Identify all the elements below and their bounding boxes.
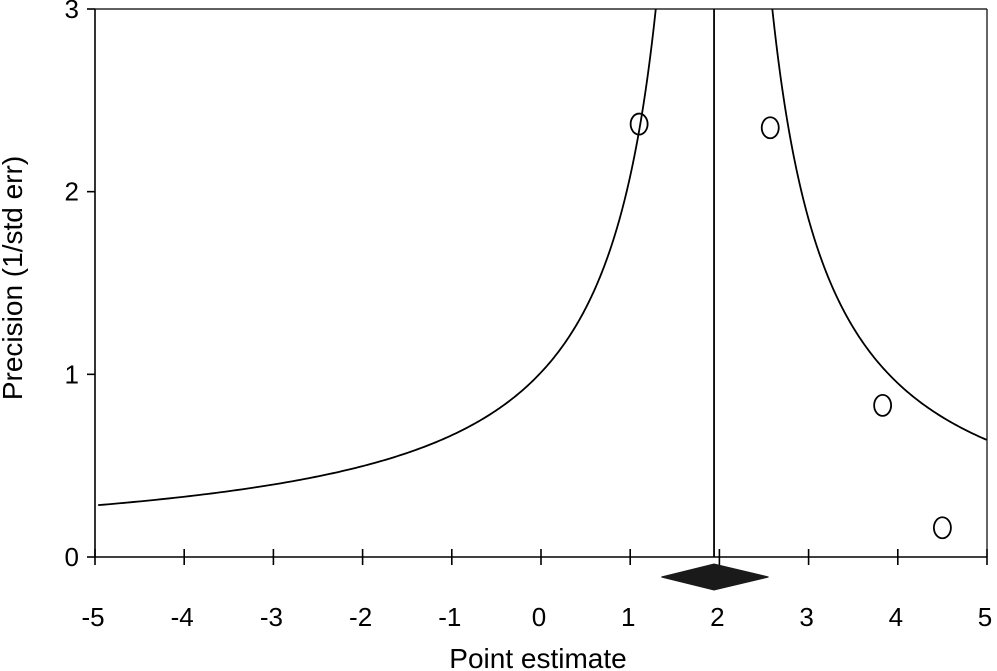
- y-axis-title: Precision (1/std err): [0, 156, 28, 400]
- x-tick-label: -2: [349, 602, 372, 632]
- x-tick-label: 3: [799, 602, 813, 632]
- x-axis-title: Point estimate: [449, 643, 626, 671]
- study-point: [873, 393, 893, 417]
- data-points: [629, 112, 952, 540]
- x-tick-label: 5: [978, 602, 992, 632]
- x-tick-label: 0: [532, 602, 546, 632]
- x-tick-label: 4: [889, 602, 903, 632]
- y-tick-label: 1: [65, 359, 79, 389]
- axes: -5 -4 -3 -2 -1 0 1 2 3 4 5 0 1 2 3: [65, 0, 993, 632]
- study-point: [629, 112, 649, 136]
- x-tick-label: -1: [438, 602, 461, 632]
- x-tick-label: 1: [621, 602, 635, 632]
- y-tick-label: 3: [65, 0, 79, 24]
- pooled-estimate-diamond: [661, 563, 769, 591]
- funnel-curves: [98, 8, 987, 557]
- y-tick-label: 2: [65, 177, 79, 207]
- y-tick-label: 0: [65, 542, 79, 572]
- x-tick-label: -4: [171, 602, 194, 632]
- x-tick-label: -3: [260, 602, 283, 632]
- x-tick-label: 2: [710, 602, 724, 632]
- x-tick-label: -5: [81, 602, 104, 632]
- study-point: [933, 516, 952, 540]
- funnel-left-curve: [98, 8, 657, 507]
- study-point: [760, 116, 780, 140]
- funnel-right-curve: [771, 8, 987, 441]
- pooled-estimate: [661, 563, 769, 591]
